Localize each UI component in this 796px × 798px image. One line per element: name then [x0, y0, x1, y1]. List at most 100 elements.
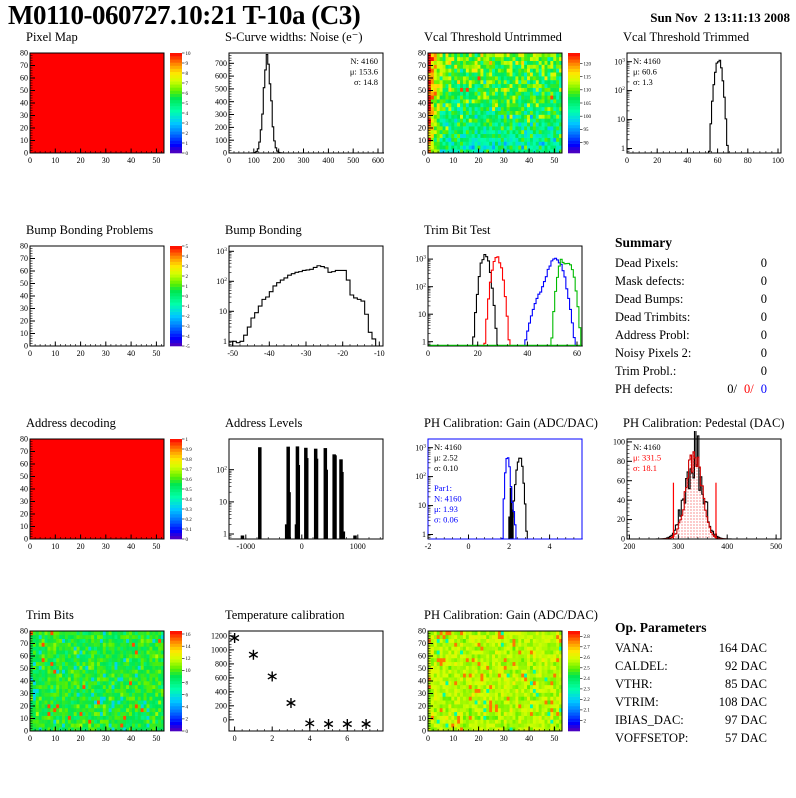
- svg-text:σ: 0.10: σ: 0.10: [434, 463, 458, 473]
- series: [230, 633, 370, 729]
- summary-label: Trim Probl.:: [615, 364, 676, 379]
- svg-text:40: 40: [20, 292, 28, 301]
- op-parameter-row: VOFFSETOP:57 DAC: [615, 731, 767, 746]
- svg-text:0: 0: [28, 734, 32, 743]
- op-parameter-value: 164 DAC: [719, 641, 767, 656]
- summary-row: Dead Pixels:0: [615, 256, 767, 271]
- svg-text:-3: -3: [186, 325, 191, 330]
- series: [428, 255, 583, 346]
- svg-text:600: 600: [215, 674, 227, 683]
- op-parameter-value: 108 DAC: [719, 695, 767, 710]
- svg-text:50: 50: [418, 86, 426, 95]
- heatmap-cells: [428, 53, 562, 153]
- svg-text:50: 50: [152, 156, 160, 165]
- svg-text:40: 40: [20, 677, 28, 686]
- svg-text:9: 9: [186, 62, 189, 67]
- summary-value: 0: [761, 328, 767, 343]
- svg-text:100: 100: [772, 156, 784, 165]
- panel-title: Trim Bit Test: [424, 223, 597, 238]
- svg-text:N: 4160: N: 4160: [434, 442, 462, 452]
- svg-text:0: 0: [426, 156, 430, 165]
- svg-text:μ: 2.52: μ: 2.52: [434, 453, 458, 463]
- heatmap-cells: [30, 631, 164, 731]
- svg-text:-30: -30: [301, 349, 312, 358]
- svg-text:10: 10: [20, 714, 28, 723]
- ph-defects-red: 0/: [744, 382, 754, 397]
- svg-text:8: 8: [186, 72, 189, 77]
- svg-text:40: 40: [127, 156, 135, 165]
- svg-text:N: 4160: N: 4160: [434, 494, 462, 504]
- svg-text:500: 500: [770, 542, 782, 551]
- svg-text:4: 4: [186, 112, 189, 117]
- svg-text:50: 50: [20, 279, 28, 288]
- summary-value: 0: [761, 364, 767, 379]
- svg-text:N: 4160: N: 4160: [633, 442, 661, 452]
- svg-text:1: 1: [186, 142, 189, 147]
- timestamp: Sun Nov 2 13:11:13 2008: [650, 10, 790, 26]
- op-parameter-value: 57 DAC: [725, 731, 767, 746]
- svg-text:N: 4160: N: 4160: [350, 56, 378, 66]
- svg-text:60: 60: [20, 74, 28, 83]
- svg-text:20: 20: [474, 349, 482, 358]
- svg-text:0: 0: [426, 349, 430, 358]
- summary-row: Noisy Pixels 2:0: [615, 346, 767, 361]
- svg-text:0.5: 0.5: [186, 488, 193, 493]
- svg-text:10: 10: [51, 349, 59, 358]
- svg-text:0: 0: [28, 156, 32, 165]
- svg-text:70: 70: [20, 254, 28, 263]
- svg-text:400: 400: [215, 687, 227, 696]
- svg-text:30: 30: [20, 497, 28, 506]
- op-parameter-label: VTHR:: [615, 677, 653, 692]
- svg-text:1: 1: [223, 530, 227, 539]
- svg-text:600: 600: [215, 72, 227, 81]
- svg-text:20: 20: [653, 156, 661, 165]
- svg-text:40: 40: [20, 99, 28, 108]
- svg-text:102: 102: [415, 472, 426, 481]
- svg-text:40: 40: [127, 542, 135, 551]
- svg-text:300: 300: [215, 110, 227, 119]
- svg-text:70: 70: [20, 447, 28, 456]
- svg-text:-1000: -1000: [236, 542, 255, 551]
- svg-text:100: 100: [248, 156, 260, 165]
- summary-value: 0: [761, 346, 767, 361]
- svg-text:1: 1: [621, 144, 625, 153]
- svg-text:80: 80: [20, 627, 28, 636]
- svg-text:20: 20: [475, 156, 483, 165]
- colorbar: 22.12.22.32.42.52.62.72.8: [568, 631, 590, 731]
- svg-text:40: 40: [20, 485, 28, 494]
- op-parameter-label: VTRIM:: [615, 695, 659, 710]
- svg-text:60: 60: [714, 156, 722, 165]
- svg-text:6: 6: [345, 734, 349, 743]
- svg-text:400: 400: [322, 156, 334, 165]
- panel-title: Address decoding: [26, 416, 199, 431]
- svg-text:1: 1: [422, 530, 426, 539]
- svg-text:μ: 1.93: μ: 1.93: [434, 504, 458, 514]
- summary-row: Trim Probl.: 0: [615, 364, 767, 379]
- svg-text:10: 10: [617, 115, 625, 124]
- summary-row: Address Probl:0: [615, 328, 767, 343]
- svg-text:40: 40: [617, 496, 625, 505]
- svg-text:-10: -10: [374, 349, 385, 358]
- svg-text:60: 60: [617, 476, 625, 485]
- svg-text:40: 40: [525, 156, 533, 165]
- ph-defects-black: 0/: [727, 382, 737, 397]
- series: [233, 266, 376, 346]
- svg-text:110: 110: [584, 89, 592, 94]
- summary-label: Dead Bumps:: [615, 292, 683, 307]
- svg-text:6: 6: [186, 92, 189, 97]
- op-parameters-heading: Op. Parameters: [615, 620, 796, 636]
- svg-text:0.8: 0.8: [186, 458, 193, 463]
- svg-text:60: 60: [20, 460, 28, 469]
- svg-text:80: 80: [20, 49, 28, 58]
- svg-text:2: 2: [507, 542, 511, 551]
- svg-text:20: 20: [77, 156, 85, 165]
